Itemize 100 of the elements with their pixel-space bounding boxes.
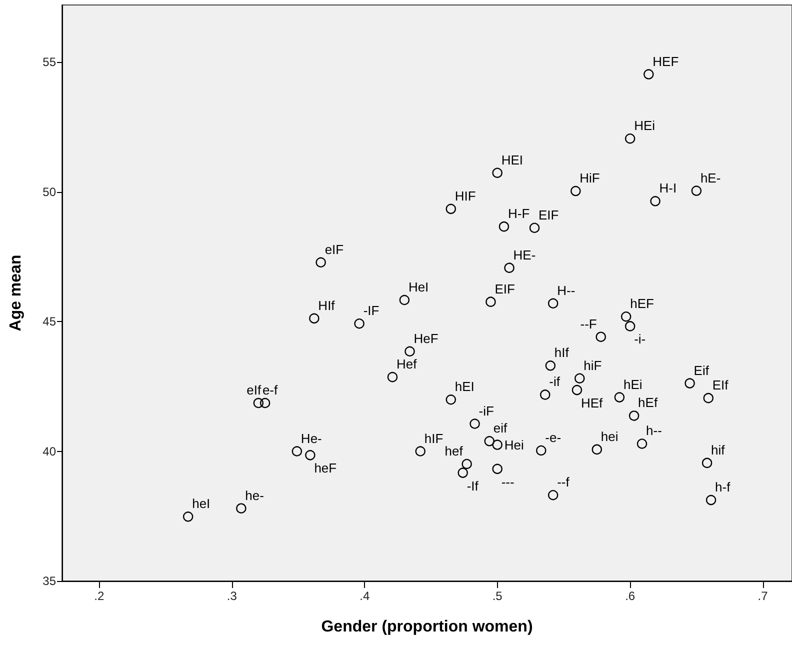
point bbox=[703, 392, 714, 404]
y-tick-label: 50 bbox=[42, 184, 56, 199]
point bbox=[624, 321, 636, 332]
point bbox=[387, 372, 398, 382]
data-label: e-f bbox=[262, 382, 278, 398]
data-label: H-F bbox=[508, 206, 530, 222]
y-tick-label: 40 bbox=[42, 444, 56, 458]
data-label: eIF bbox=[324, 242, 344, 257]
data-label: hiF bbox=[584, 358, 602, 373]
data-label: H-I bbox=[659, 180, 677, 196]
data-label: -e- bbox=[545, 430, 562, 445]
point bbox=[572, 384, 582, 396]
data-label: -iF bbox=[478, 403, 494, 418]
point bbox=[492, 440, 502, 450]
point bbox=[399, 294, 410, 306]
point bbox=[354, 318, 364, 329]
point bbox=[570, 186, 581, 196]
data-label: eif bbox=[493, 420, 508, 436]
data-label: EIF bbox=[538, 207, 559, 222]
point bbox=[492, 464, 502, 474]
point bbox=[309, 313, 320, 324]
data-label: hIf bbox=[554, 345, 570, 360]
data-label: hIF bbox=[424, 430, 444, 446]
data-label: he- bbox=[245, 488, 264, 503]
point bbox=[292, 446, 302, 456]
point bbox=[644, 69, 654, 80]
point bbox=[504, 262, 514, 273]
point bbox=[446, 394, 456, 405]
point bbox=[548, 490, 558, 500]
point bbox=[624, 134, 636, 144]
data-label: -i- bbox=[634, 332, 646, 347]
y-axis-title: Age mean bbox=[8, 254, 24, 332]
data-label: hei bbox=[600, 428, 618, 444]
data-label: HEf bbox=[580, 396, 604, 411]
point bbox=[628, 410, 640, 421]
x-tick-label: .4 bbox=[360, 589, 370, 603]
point bbox=[621, 312, 632, 322]
point bbox=[458, 468, 468, 478]
point bbox=[548, 298, 558, 308]
point bbox=[702, 458, 712, 468]
point bbox=[498, 221, 510, 232]
point bbox=[574, 373, 585, 384]
y-tick-label: 35 bbox=[42, 574, 56, 588]
x-tick-label: .7 bbox=[758, 589, 768, 603]
point bbox=[484, 436, 494, 446]
data-label: hEI bbox=[454, 379, 474, 394]
data-label: -if bbox=[549, 374, 560, 390]
data-label: H-- bbox=[557, 282, 576, 298]
data-label: Hef bbox=[396, 356, 418, 372]
data-label: HiF bbox=[580, 170, 600, 186]
data-label: Hei bbox=[504, 437, 524, 452]
point bbox=[404, 346, 415, 356]
data-label: HeI bbox=[408, 280, 429, 295]
point bbox=[529, 222, 540, 233]
data-label: heI bbox=[192, 496, 210, 512]
data-label: HEI bbox=[501, 152, 524, 168]
data-label: hif bbox=[711, 442, 726, 458]
point bbox=[545, 360, 556, 371]
point bbox=[236, 503, 246, 514]
data-label: He- bbox=[300, 430, 322, 446]
point bbox=[316, 257, 326, 268]
point bbox=[486, 296, 496, 307]
point bbox=[253, 398, 264, 408]
data-label: -IF bbox=[363, 303, 380, 318]
x-axis-title: Gender (proportion women) bbox=[321, 618, 533, 636]
data-label: h-- bbox=[646, 423, 662, 438]
x-tick-label: .3 bbox=[226, 589, 238, 603]
x-tick-label: .5 bbox=[492, 589, 503, 603]
data-label: hEf bbox=[638, 395, 658, 410]
point bbox=[183, 512, 194, 522]
data-label: HIF bbox=[454, 188, 476, 204]
data-label: hEi bbox=[623, 376, 642, 392]
point bbox=[614, 392, 625, 402]
data-label: --F bbox=[580, 316, 597, 332]
point bbox=[536, 445, 546, 456]
data-label: EIF bbox=[494, 281, 515, 296]
point bbox=[636, 438, 648, 449]
point bbox=[415, 446, 426, 456]
point bbox=[650, 196, 660, 206]
data-label: h-f bbox=[715, 480, 731, 495]
data-label: --f bbox=[557, 474, 570, 490]
point bbox=[596, 332, 606, 342]
point bbox=[260, 398, 270, 408]
data-label: --- bbox=[501, 474, 514, 490]
point bbox=[684, 378, 695, 388]
data-label: HEi bbox=[634, 118, 656, 134]
data-label: hE- bbox=[700, 170, 721, 186]
data-label: EIf bbox=[712, 378, 729, 393]
data-label: -If bbox=[466, 478, 479, 494]
data-label: eIf bbox=[246, 382, 262, 398]
x-tick-label: .6 bbox=[625, 589, 636, 603]
point bbox=[592, 444, 602, 455]
data-label: hef bbox=[444, 443, 464, 458]
data-label: heF bbox=[314, 460, 337, 476]
point bbox=[540, 390, 550, 400]
data-label: HEF bbox=[652, 54, 679, 69]
data-label: HIf bbox=[318, 298, 336, 313]
data-label: Eif bbox=[694, 362, 710, 378]
point bbox=[446, 204, 456, 214]
point bbox=[470, 418, 480, 429]
